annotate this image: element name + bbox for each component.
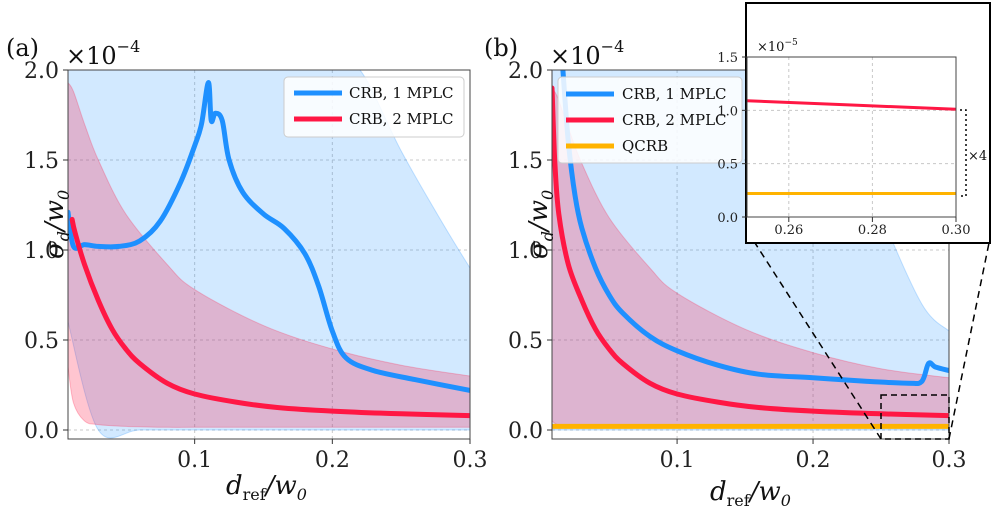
- y-tick-label: 1.0: [717, 104, 738, 119]
- y-tick-label: 2.0: [508, 59, 543, 84]
- panel-b-scale-label: ×10−4: [550, 37, 624, 70]
- panel-b-lines: [552, 70, 949, 429]
- x-tick-label: 0.3: [453, 448, 488, 473]
- series-line-crb-2-mplc: [552, 85, 949, 419]
- y-tick-label: 0.0: [717, 211, 738, 226]
- y-tick-label: 1.0: [508, 239, 543, 264]
- y-tick-label: 1.5: [717, 51, 738, 66]
- x-tick-label: 0.1: [177, 448, 212, 473]
- x-tick-label: 0.2: [796, 448, 831, 473]
- zoom-region-box: [880, 394, 950, 440]
- y-tick-label: 1.5: [24, 149, 59, 174]
- panel-a-label: (a): [6, 34, 39, 62]
- panel-a-xlabel: dref/w0: [226, 471, 307, 504]
- legend-label-crb-1-mplc: CRB, 1 MPLC: [349, 84, 454, 102]
- y-tick-label: 0.5: [508, 329, 543, 354]
- y-tick-label: 1.0: [24, 239, 59, 264]
- x-tick-label: 0.28: [858, 223, 887, 238]
- x-tick-label: 0.30: [942, 223, 971, 238]
- x-tick-label: 0.1: [660, 448, 695, 473]
- legend-box: [557, 76, 743, 164]
- panel-a-lines: [68, 80, 470, 419]
- x-tick-label: 0.26: [774, 223, 803, 238]
- inset-frame: [746, 56, 957, 218]
- band-2-mplc-range: [68, 81, 470, 428]
- y-tick-label: 0.5: [717, 158, 738, 173]
- x-tick-label: 0.3: [932, 448, 967, 473]
- panel-a-bands: [68, 70, 470, 439]
- svg-text:×10−4: ×10−4: [550, 37, 624, 70]
- inset-box: [745, 2, 991, 244]
- series-line-crb-1-mplc: [560, 70, 949, 387]
- zoom-connector-right: [948, 242, 990, 440]
- panel-b-xlabel: dref/w0: [710, 477, 791, 510]
- inset-ratio-bracket: [960, 109, 967, 197]
- inset-lines: [747, 99, 956, 196]
- panel-b-ticks: 0.1 0.2 0.3 0.0 0.5 1.0 1.5 2.0: [508, 59, 967, 473]
- series-line-crb-2-mplc: [69, 216, 470, 419]
- band-1-mplc-range: [68, 70, 470, 439]
- panel-a-ylabel: σd/w0: [40, 190, 73, 259]
- y-tick-label: 0.0: [508, 419, 543, 444]
- panel-a-ticks: 0.1 0.2 0.3 0.0 0.5 1.0 1.5 2.0: [24, 59, 488, 473]
- svg-text:×10−4: ×10−4: [66, 37, 140, 70]
- y-tick-label: 0.5: [24, 329, 59, 354]
- y-tick-label: 1.5: [508, 149, 543, 174]
- x-tick-label: 0.2: [315, 448, 350, 473]
- inset-ticks: 0.26 0.28 0.30 0.0 0.5 1.0 1.5: [717, 51, 970, 238]
- series-line-crb-1-mplc: [68, 80, 470, 393]
- panel-a-scale-label: ×10−4: [66, 37, 140, 70]
- legend-label-crb-1-mplc: CRB, 1 MPLC: [622, 85, 727, 103]
- legend-label-crb-2-mplc: CRB, 2 MPLC: [622, 111, 727, 129]
- inset: ×10−5 0.26 0.28 0.300.00.51.01.5 ×4: [717, 2, 991, 244]
- y-tick-label: 0.0: [24, 419, 59, 444]
- panel-a: (a) ×10−4 0.1 0.2 0.3 0.0 0.5 1.0 1.5 2.0 CRB, …: [6, 34, 488, 504]
- series-line-crb-2-mplc: [747, 99, 956, 111]
- panel-a-frame: [67, 69, 471, 440]
- legend-label-qcrb: QCRB: [622, 137, 668, 155]
- panel-a-legend: CRB, 1 MPLC CRB, 2 MPLC: [283, 76, 465, 138]
- panel-b-label: (b): [484, 34, 518, 62]
- panel-b-ylabel: σd/w0: [524, 190, 557, 259]
- zoom-connector-left: [754, 242, 882, 440]
- y-tick-label: 2.0: [24, 59, 59, 84]
- legend-label-crb-2-mplc: CRB, 2 MPLC: [349, 110, 454, 128]
- panel-b-legend: CRB, 1 MPLC CRB, 2 MPLC QCRB: [557, 76, 743, 164]
- inset-ratio-annotation: ×4: [968, 149, 987, 164]
